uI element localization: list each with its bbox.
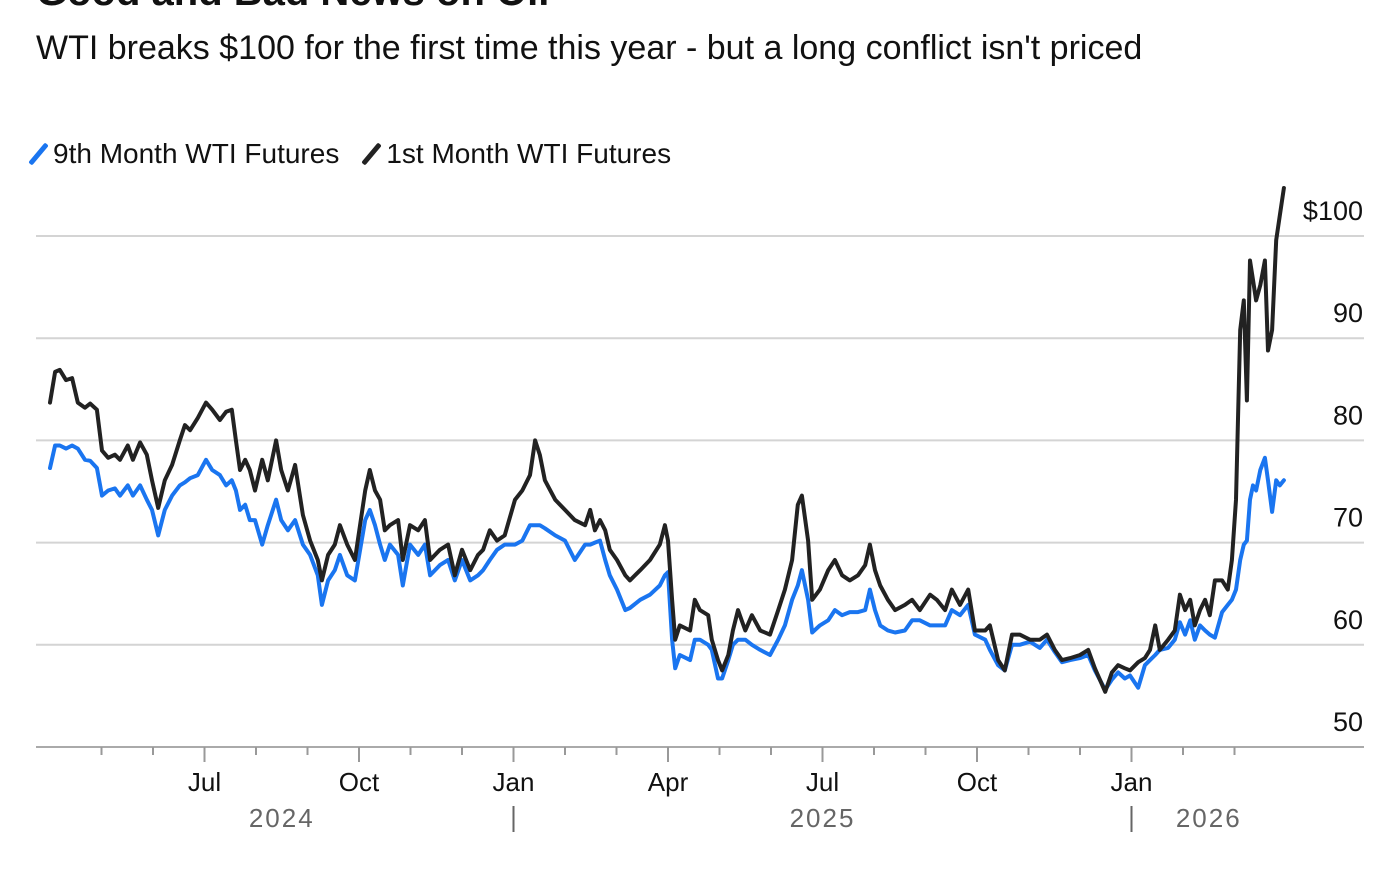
chart-title: Good and Bad News on Oil bbox=[36, 0, 549, 15]
chart-subtitle: WTI breaks $100 for the first time this … bbox=[36, 29, 1143, 67]
x-tick-label: Oct bbox=[957, 767, 998, 797]
year-label: 2025 bbox=[790, 803, 856, 833]
legend-label: 9th Month WTI Futures bbox=[53, 138, 340, 169]
y-tick-label: 60 bbox=[1333, 605, 1363, 635]
x-tick-label: Apr bbox=[648, 767, 689, 797]
year-label: 2026 bbox=[1176, 803, 1242, 833]
y-tick-label: $100 bbox=[1303, 196, 1363, 226]
y-tick-label: 50 bbox=[1333, 707, 1363, 737]
legend-item-1st-month: 1st Month WTI Futures bbox=[361, 138, 672, 170]
legend-label: 1st Month WTI Futures bbox=[386, 138, 672, 169]
series-line-9th-month bbox=[48, 443, 1286, 692]
year-label: 2024 bbox=[249, 803, 315, 833]
y-tick-label: 70 bbox=[1333, 503, 1363, 533]
x-tick-label: Jul bbox=[188, 767, 221, 797]
y-tick-label: 90 bbox=[1333, 298, 1363, 328]
x-tick-label: Jan bbox=[493, 767, 535, 797]
y-tick-label: 80 bbox=[1333, 400, 1363, 430]
x-tick-label: Oct bbox=[339, 767, 380, 797]
x-tick-label: Jan bbox=[1111, 767, 1153, 797]
legend: 9th Month WTI Futures 1st Month WTI Futu… bbox=[28, 138, 672, 170]
legend-item-9th-month: 9th Month WTI Futures bbox=[28, 138, 340, 170]
x-tick-label: Jul bbox=[806, 767, 839, 797]
series-line-1st-month bbox=[48, 186, 1286, 694]
